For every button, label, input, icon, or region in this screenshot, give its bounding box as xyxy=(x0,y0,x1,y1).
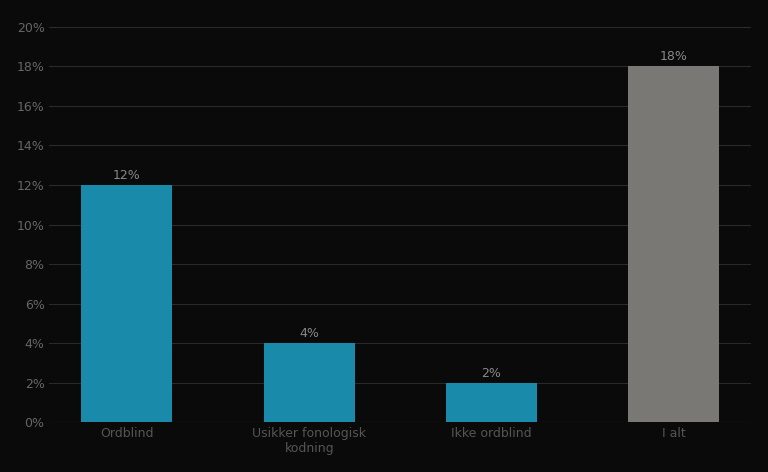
Bar xyxy=(81,185,173,422)
Text: 2%: 2% xyxy=(482,367,502,380)
Text: 12%: 12% xyxy=(113,169,141,182)
Text: 4%: 4% xyxy=(300,327,319,340)
Bar xyxy=(263,343,355,422)
Bar xyxy=(628,66,720,422)
Text: 18%: 18% xyxy=(660,50,688,63)
Bar xyxy=(446,383,537,422)
